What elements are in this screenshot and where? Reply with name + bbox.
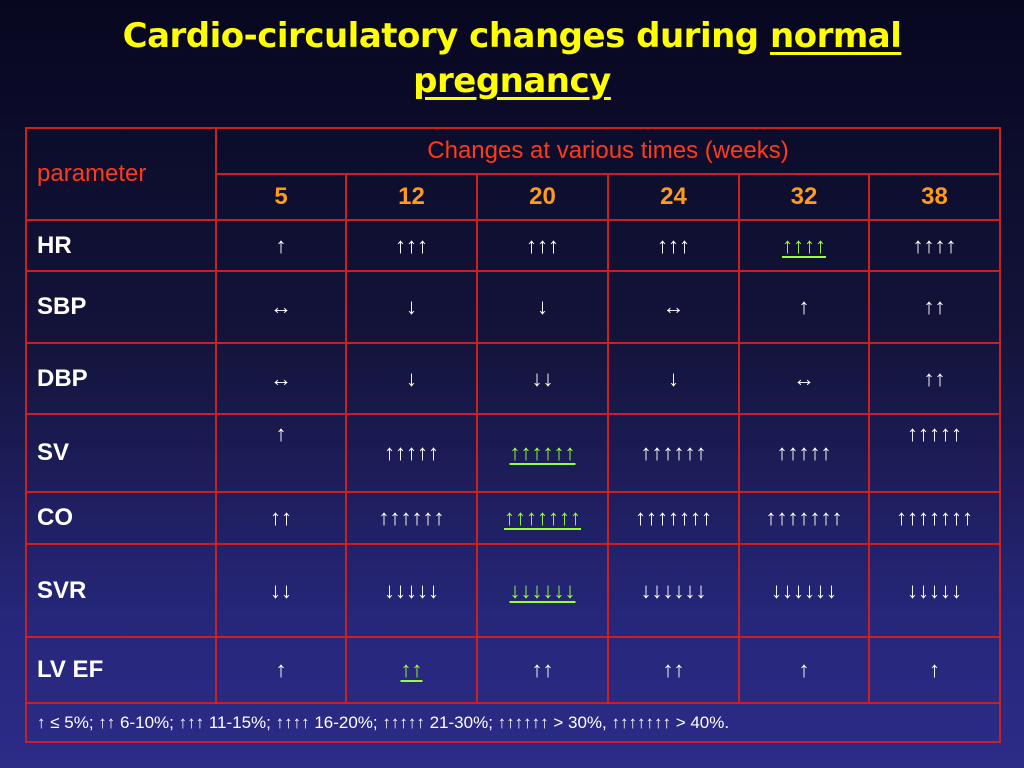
title-emphasis: normal	[770, 16, 902, 56]
table-cell: ↑↑	[345, 636, 478, 704]
table-row: DBP ↔ ↓ ↓↓ ↓ ↔ ↑↑	[25, 342, 1002, 415]
legend-text: ↑ ≤ 5%; ↑↑ 6-10%; ↑↑↑ 11-15%; ↑↑↑↑ 16-20…	[24, 702, 1002, 743]
table-cell: ↓↓	[215, 543, 347, 638]
header-row: parameter Changes at various times (week…	[25, 127, 1002, 221]
row-label: LV EF	[25, 636, 217, 704]
table-cell: ↑	[867, 636, 1002, 704]
week-header: 5	[215, 173, 347, 221]
table-cell: ↑	[215, 413, 347, 493]
table-cell: ↓	[345, 342, 478, 415]
table-cell: ↔	[607, 270, 740, 344]
week-header: 32	[738, 173, 870, 221]
table-cell: ↑↑↑↑↑↑	[607, 413, 740, 493]
table-cell: ↔	[738, 342, 870, 415]
parameter-header: parameter	[25, 127, 217, 221]
table-cell: ↑↑↑	[345, 219, 478, 272]
table-cell: ↑↑	[867, 270, 1002, 344]
title-text: Cardio-circulatory changes during	[122, 16, 770, 56]
table-row: SBP ↔ ↓ ↓ ↔ ↑ ↑↑	[25, 270, 1002, 344]
table-cell: ↑↑↑↑↑	[867, 413, 1002, 493]
row-label: SBP	[25, 270, 217, 344]
row-label: SVR	[25, 543, 217, 638]
table-cell: ↓↓↓↓↓	[867, 543, 1002, 638]
table-cell: ↔	[215, 270, 347, 344]
table-cell: ↑↑↑↑	[867, 219, 1002, 272]
table-cell: ↓	[607, 342, 740, 415]
row-label: CO	[25, 491, 217, 545]
table-cell: ↑	[215, 636, 347, 704]
week-header: 20	[476, 173, 609, 221]
table-cell: ↓↓↓↓↓↓	[738, 543, 870, 638]
table-cell: ↓↓↓↓↓↓	[607, 543, 740, 638]
table-cell: ↔	[215, 342, 347, 415]
highlighted-value: ↓↓↓↓↓↓	[509, 577, 576, 603]
weeks-row: 5 12 20 24 32 38	[26, 173, 1002, 221]
table-cell: ↑	[738, 270, 870, 344]
table-row: SVR ↓↓ ↓↓↓↓↓ ↓↓↓↓↓↓ ↓↓↓↓↓↓ ↓↓↓↓↓↓ ↓↓↓↓↓	[25, 543, 1002, 638]
row-label: DBP	[25, 342, 217, 415]
table-cell: ↑↑↑↑↑↑↑	[867, 491, 1002, 545]
week-header: 38	[867, 173, 1002, 221]
table-row: SV ↑ ↑↑↑↑↑ ↑↑↑↑↑↑ ↑↑↑↑↑↑ ↑↑↑↑↑ ↑↑↑↑↑	[25, 413, 1002, 493]
week-header: 24	[607, 173, 740, 221]
table-cell: ↑↑↑↑↑↑↑	[607, 491, 740, 545]
title-second-line: pregnancy	[413, 61, 611, 101]
table-cell: ↓↓↓↓↓↓	[476, 543, 609, 638]
table-row: CO ↑↑ ↑↑↑↑↑↑ ↑↑↑↑↑↑↑ ↑↑↑↑↑↑↑ ↑↑↑↑↑↑↑ ↑↑↑…	[25, 491, 1002, 545]
table-cell: ↑↑↑	[476, 219, 609, 272]
table-cell: ↑↑	[215, 491, 347, 545]
group-header: Changes at various times (weeks)	[214, 127, 1002, 175]
table-cell: ↑↑↑↑↑↑	[476, 413, 609, 493]
week-header: 12	[345, 173, 478, 221]
table-cell: ↑↑↑↑↑	[345, 413, 478, 493]
highlighted-value: ↑↑↑↑	[782, 232, 826, 258]
table-cell: ↑	[738, 636, 870, 704]
table-cell: ↓	[476, 270, 609, 344]
table-cell: ↑↑↑	[607, 219, 740, 272]
row-label: SV	[25, 413, 217, 493]
highlighted-value: ↑↑↑↑↑↑	[509, 440, 576, 465]
table-cell: ↓	[345, 270, 478, 344]
table-cell: ↑↑↑↑	[738, 219, 870, 272]
table-cell: ↑	[215, 219, 347, 272]
changes-table: parameter Changes at various times (week…	[24, 127, 1002, 743]
table-cell: ↑↑	[867, 342, 1002, 415]
table-cell: ↓↓↓↓↓	[345, 543, 478, 638]
table-cell: ↑↑	[607, 636, 740, 704]
table-row: LV EF ↑ ↑↑ ↑↑ ↑↑ ↑ ↑	[25, 636, 1002, 704]
table-cell: ↑↑↑↑↑	[738, 413, 870, 493]
table-cell: ↑↑	[476, 636, 609, 704]
highlighted-value: ↑↑	[400, 657, 423, 682]
table-row: HR ↑ ↑↑↑ ↑↑↑ ↑↑↑ ↑↑↑↑ ↑↑↑↑	[25, 219, 1002, 272]
table-cell: ↑↑↑↑↑↑↑	[738, 491, 870, 545]
table-cell: ↓↓	[476, 342, 609, 415]
slide-title: Cardio-circulatory changes during normal…	[0, 14, 1024, 104]
table-cell: ↑↑↑↑↑↑	[345, 491, 478, 545]
table-cell: ↑↑↑↑↑↑↑	[476, 491, 609, 545]
legend-row: ↑ ≤ 5%; ↑↑ 6-10%; ↑↑↑ 11-15%; ↑↑↑↑ 16-20…	[24, 702, 1002, 743]
row-label: HR	[25, 219, 217, 272]
highlighted-value: ↑↑↑↑↑↑↑	[504, 505, 581, 530]
